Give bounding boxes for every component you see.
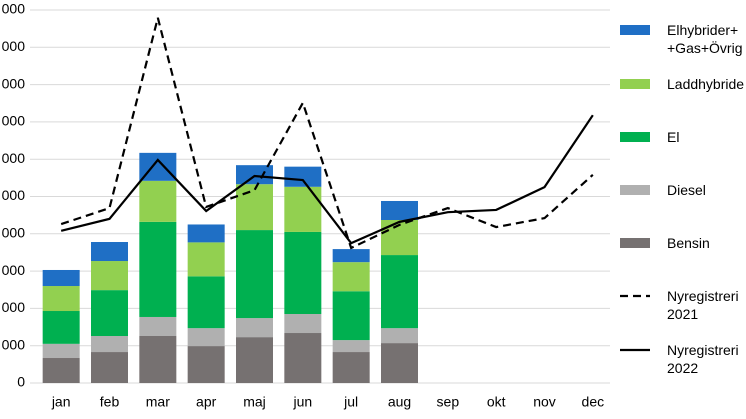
legend-swatch (620, 185, 650, 195)
bar-segment (91, 336, 128, 353)
bar-segment (381, 255, 418, 329)
bar-segment (187, 328, 225, 347)
bar-segment (236, 230, 273, 319)
x-tick-label: maj (243, 394, 266, 410)
legend-label: Nyregistreri 2021 (667, 288, 739, 322)
bar-segment (236, 184, 273, 231)
y-tick-label: 100 000 (0, 1, 25, 17)
bar-segment (381, 328, 418, 344)
bar-segment (332, 352, 370, 383)
bar-segment (187, 276, 225, 329)
x-tick-label: aug (388, 394, 411, 410)
legend-label: Elhybrider+ +Gas+Övrig (667, 22, 743, 56)
bar-segment (381, 343, 418, 383)
x-tick-label: okt (487, 394, 506, 410)
bar-segment (284, 333, 322, 383)
y-tick-label: 0 (17, 374, 25, 390)
bar-segment (139, 316, 177, 337)
y-tick-label: 80 000 (0, 75, 25, 91)
y-tick-label: 30 000 (0, 262, 25, 278)
bar-segment (91, 261, 128, 291)
x-tick-label: apr (196, 394, 217, 410)
x-tick-label: sep (437, 394, 460, 410)
bar-segment (236, 165, 273, 185)
bar-segment (91, 352, 128, 383)
legend-swatch (620, 238, 650, 248)
bar-segment (187, 224, 225, 243)
bar-segment (236, 337, 273, 383)
bar-segment (42, 358, 80, 383)
y-tick-label: 50 000 (0, 187, 25, 203)
line-series (60, 114, 594, 245)
bar-segment (139, 336, 177, 383)
x-tick-label: jun (292, 394, 312, 410)
bar-segment (91, 290, 128, 337)
legend-swatch (620, 79, 650, 89)
bar-segment (284, 313, 322, 334)
x-tick-label: jan (51, 394, 71, 410)
bar-segment (284, 231, 322, 314)
bar-segment (187, 346, 225, 383)
bar-segment (42, 286, 80, 312)
bar-segment (284, 186, 322, 232)
x-tick-label: mar (146, 394, 170, 410)
bar-segment (236, 318, 273, 338)
line-series (60, 17, 594, 250)
legend-swatch (620, 25, 650, 35)
bar-segment (187, 242, 225, 277)
y-tick-label: 90 000 (0, 38, 25, 54)
y-tick-label: 10 000 (0, 336, 25, 352)
y-tick-label: 70 000 (0, 113, 25, 129)
bar-segment (332, 340, 370, 353)
legend-label: Laddhybride (667, 76, 745, 92)
bar-segment (139, 180, 177, 222)
legend-label: Bensin (667, 235, 710, 251)
x-tick-label: dec (582, 394, 605, 410)
bar-segment (42, 269, 80, 287)
legend-swatch (620, 132, 650, 142)
y-tick-label: 60 000 (0, 150, 25, 166)
legend-label: Nyregistreri 2022 (667, 342, 739, 376)
y-tick-label: 20 000 (0, 299, 25, 315)
x-tick-label: feb (100, 394, 120, 410)
x-tick-label: jul (343, 394, 358, 410)
legend-label: Diesel (667, 182, 706, 198)
bar-segment (381, 200, 418, 220)
legend-label: El (667, 129, 680, 145)
x-tick-label: nov (533, 394, 556, 410)
y-tick-label: 40 000 (0, 225, 25, 241)
bar-segment (91, 242, 128, 262)
bar-segment (42, 343, 80, 359)
bar-segment (42, 311, 80, 344)
bar-segment (284, 166, 322, 187)
bar-segment (332, 249, 370, 263)
bar-segment (332, 291, 370, 341)
bar-segment (139, 221, 177, 317)
bar-segment (332, 262, 370, 292)
